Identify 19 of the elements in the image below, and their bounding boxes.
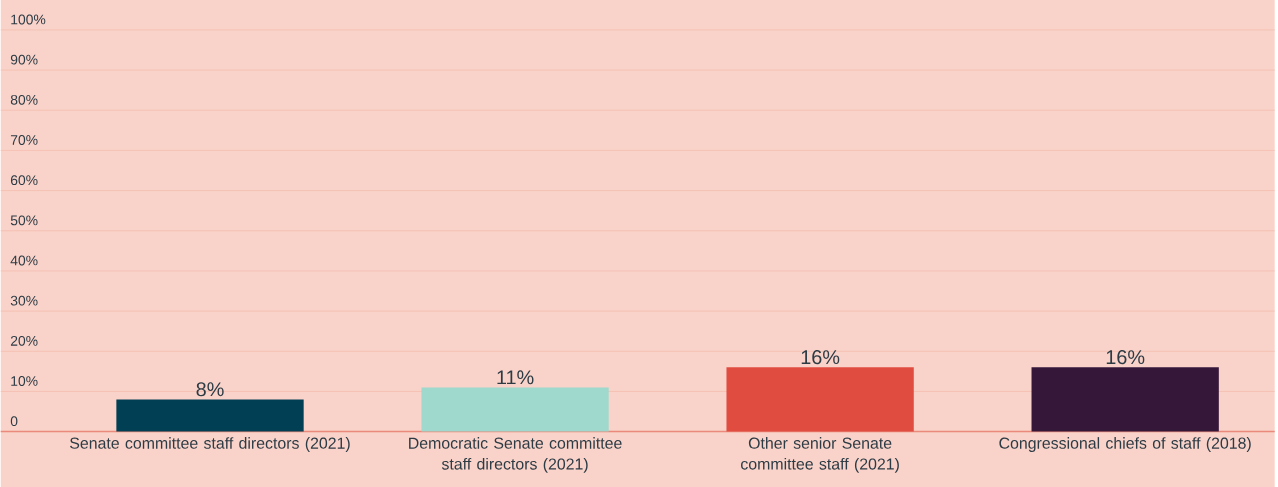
- data-label: 11%: [497, 370, 534, 385]
- y-tick-label: 40%: [10, 255, 38, 266]
- data-label: 16%: [1106, 349, 1145, 364]
- y-tick-label: 60%: [10, 175, 38, 185]
- y-tick-label: 20%: [10, 335, 38, 346]
- y-tick-label: 30%: [10, 295, 38, 306]
- y-tick-label: 80%: [10, 94, 38, 105]
- x-tick-label: Senate committee staff directors (2021): [70, 436, 350, 452]
- x-tick-label: Other senior Senate committee staff (2021): [741, 436, 899, 473]
- y-tick-label: 50%: [10, 215, 38, 226]
- data-label: 16%: [801, 349, 840, 364]
- y-tick-label: 0: [10, 416, 18, 426]
- x-tick-label: Congressional chiefs of staff (2018): [999, 436, 1251, 452]
- y-tick-label: 100%: [11, 14, 46, 25]
- y-tick-label: 70%: [10, 134, 38, 145]
- x-tick-label: Democratic Senate committee staff directors (2021): [409, 436, 622, 473]
- y-tick-label: 10%: [11, 375, 38, 386]
- y-tick-label: 90%: [10, 54, 38, 65]
- data-label: 8%: [196, 382, 224, 397]
